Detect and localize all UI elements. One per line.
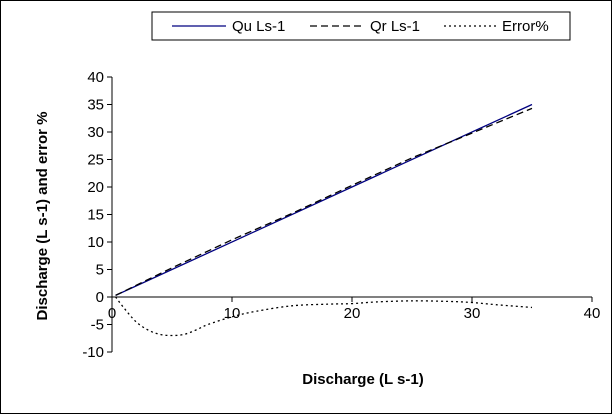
y-tick-label: 5 (96, 262, 104, 279)
legend: Qu Ls-1 Qr Ls-1 Error% (151, 11, 571, 41)
y-tick-label: -5 (91, 317, 104, 334)
y-tick-label: 15 (87, 207, 104, 224)
x-axis-title: Discharge (L s-1) (302, 371, 423, 388)
y-tick-label: 35 (87, 97, 104, 114)
series-qu-line (115, 103, 533, 296)
y-tick-label: 0 (96, 289, 104, 306)
series-layer (115, 103, 533, 337)
y-tick-label: 30 (87, 124, 104, 141)
series-error-line (115, 296, 533, 337)
legend-label-qr: Qr Ls-1 (370, 18, 420, 35)
y-tick-label: 25 (87, 152, 104, 169)
x-tick-label: 30 (464, 305, 481, 322)
x-tick-label: 10 (224, 305, 241, 322)
y-axis-title: Discharge (L s-1) and error % (34, 112, 51, 321)
legend-label-qu: Qu Ls-1 (232, 18, 285, 35)
series-qr-line (115, 107, 533, 296)
x-tick-label: 40 (584, 305, 601, 322)
legend-label-error: Error% (502, 18, 549, 35)
y-tick-label: 10 (87, 234, 104, 251)
y-tick-label: 40 (87, 69, 104, 86)
x-tick-label: 0 (108, 305, 116, 322)
x-tick-label: 20 (344, 305, 361, 322)
y-tick-label: -10 (82, 344, 104, 361)
y-tick-label: 20 (87, 179, 104, 196)
